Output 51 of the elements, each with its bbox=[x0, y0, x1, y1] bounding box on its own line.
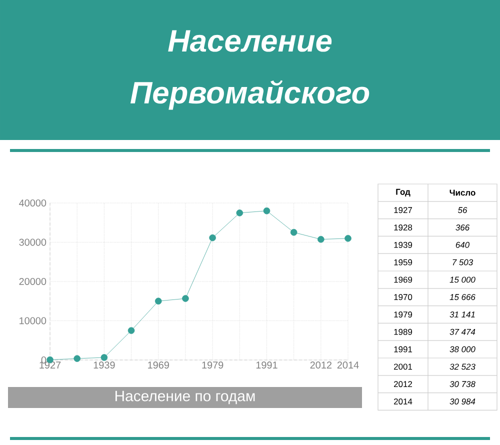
text: 1939 bbox=[394, 242, 412, 248]
text: 15 000 bbox=[450, 276, 476, 283]
text: Число bbox=[450, 190, 476, 196]
chart-title: Население Первомайского bbox=[130, 30, 370, 110]
point bbox=[290, 228, 298, 236]
text: 32 523 bbox=[450, 364, 476, 370]
text: 1970 bbox=[394, 294, 412, 300]
point bbox=[154, 298, 162, 305]
y-tick-label: 0 bbox=[41, 356, 46, 364]
point bbox=[263, 207, 270, 214]
text: 31 141 bbox=[450, 312, 475, 318]
x-tick-label: 1939 bbox=[94, 362, 115, 369]
x-tick-label: 1991 bbox=[256, 362, 278, 369]
point bbox=[236, 210, 244, 216]
text: 366 bbox=[456, 224, 470, 230]
y-tick-label: 20000 bbox=[19, 278, 46, 286]
text: 2001 bbox=[394, 364, 412, 370]
point bbox=[100, 354, 108, 361]
point bbox=[128, 327, 135, 334]
text: 2014 bbox=[394, 398, 412, 404]
x-tick-label: 1927 bbox=[40, 362, 61, 369]
y-tick-label: 30000 bbox=[19, 238, 46, 246]
y-tick-label: 40000 bbox=[19, 199, 46, 207]
text: 640 bbox=[456, 242, 470, 248]
text: 1979 bbox=[394, 312, 412, 318]
text: 30 738 bbox=[450, 381, 476, 388]
text: 7 503 bbox=[452, 259, 474, 266]
text: 38 000 bbox=[450, 346, 476, 352]
text: 37 474 bbox=[450, 328, 476, 335]
text: 30 984 bbox=[450, 398, 476, 404]
text: 1991 bbox=[394, 346, 412, 352]
text: Год bbox=[396, 188, 410, 196]
text: 2012 bbox=[394, 381, 412, 388]
text: 1989 bbox=[394, 328, 412, 335]
point bbox=[182, 295, 189, 302]
point bbox=[318, 236, 324, 243]
x-tick-label: 1979 bbox=[202, 362, 224, 369]
x-tick-label: 2012 bbox=[310, 362, 332, 369]
x-tick-label: 1969 bbox=[148, 362, 169, 369]
text: 1927 bbox=[394, 207, 412, 214]
text: 15 666 bbox=[450, 294, 476, 300]
text: 1959 bbox=[394, 259, 412, 266]
point bbox=[74, 355, 80, 362]
x-axis-title: Население по годам bbox=[116, 390, 255, 404]
point bbox=[344, 234, 352, 242]
text: 56 bbox=[458, 207, 468, 214]
text: 1928 bbox=[394, 224, 412, 230]
x-tick-label: 2014 bbox=[337, 362, 359, 369]
point bbox=[209, 234, 216, 242]
text: 1969 bbox=[394, 276, 412, 283]
y-tick-label: 10000 bbox=[20, 317, 46, 324]
